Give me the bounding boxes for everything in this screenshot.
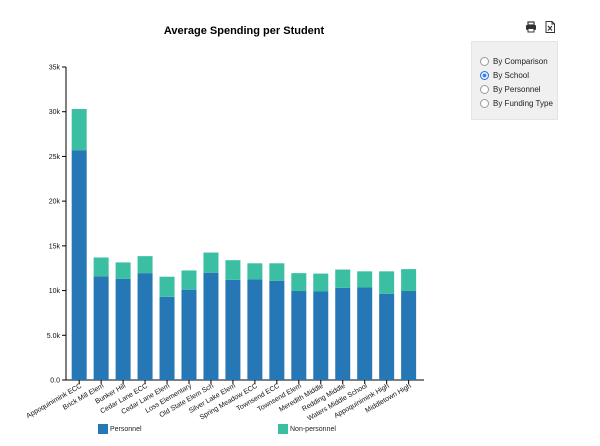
legend-swatch-nonpersonnel (278, 424, 288, 434)
option-by-school[interactable]: By School (480, 68, 557, 82)
y-tick-label: 10k (49, 288, 61, 295)
bar-personnel[interactable] (203, 272, 219, 380)
legend-label: Personnel (110, 425, 142, 433)
bar-nonpersonnel[interactable] (247, 263, 263, 280)
bar-personnel[interactable] (93, 276, 109, 380)
y-tick-label: 0.0 (50, 378, 60, 385)
bar-personnel[interactable] (159, 296, 175, 380)
bar-personnel[interactable] (291, 291, 307, 380)
bar-personnel[interactable] (379, 293, 395, 380)
bar-personnel[interactable] (269, 280, 285, 380)
bar-nonpersonnel[interactable] (291, 273, 307, 292)
option-label: By School (493, 70, 530, 80)
option-by-comparison[interactable]: By Comparison (480, 54, 557, 68)
bar-nonpersonnel[interactable] (269, 263, 285, 281)
bar-personnel[interactable] (181, 289, 197, 380)
bar-nonpersonnel[interactable] (159, 276, 175, 297)
legend-nonpersonnel[interactable]: Non-personnel (278, 424, 336, 434)
option-by-personnel[interactable]: By Personnel (480, 82, 557, 96)
y-tick-label: 30k (49, 109, 61, 116)
legend-personnel[interactable]: Personnel (98, 424, 142, 434)
option-label: By Comparison (493, 56, 548, 66)
y-tick-label: 35k (49, 65, 61, 72)
radio-by-school[interactable] (480, 70, 489, 80)
radio-by-funding-type[interactable] (480, 98, 489, 108)
excel-export-icon (545, 21, 555, 33)
bar-nonpersonnel[interactable] (181, 270, 197, 290)
bar-personnel[interactable] (137, 273, 153, 380)
bar-nonpersonnel[interactable] (203, 252, 219, 273)
bar-personnel[interactable] (313, 291, 329, 380)
y-axis: 0.0 5.0k 10k 15k 20k 25k 30k 35k (47, 65, 424, 385)
bar-personnel[interactable] (225, 279, 241, 380)
bar-personnel[interactable] (71, 150, 87, 380)
y-tick-label: 15k (49, 243, 61, 250)
print-button[interactable] (524, 20, 538, 34)
bar-nonpersonnel[interactable] (357, 271, 373, 288)
legend-swatch-personnel (98, 424, 108, 434)
bar-nonpersonnel[interactable] (225, 260, 241, 280)
option-by-funding-type[interactable]: By Funding Type (480, 96, 557, 110)
bar-nonpersonnel[interactable] (137, 256, 153, 274)
bar-personnel[interactable] (401, 291, 417, 380)
bar-personnel[interactable] (247, 279, 263, 380)
bar-nonpersonnel[interactable] (335, 269, 351, 288)
chart-title: Average Spending per Student (164, 25, 325, 37)
bar-personnel[interactable] (335, 287, 351, 380)
option-label: By Personnel (493, 84, 541, 94)
bar-nonpersonnel[interactable] (115, 262, 131, 279)
bar-nonpersonnel[interactable] (313, 273, 329, 292)
export-excel-button[interactable] (543, 20, 557, 34)
radio-by-personnel[interactable] (480, 84, 489, 94)
bar-nonpersonnel[interactable] (401, 269, 417, 292)
bar-nonpersonnel[interactable] (379, 271, 395, 294)
option-label: By Funding Type (493, 98, 553, 108)
y-tick-label: 25k (49, 154, 61, 161)
bar-nonpersonnel[interactable] (71, 109, 87, 151)
printer-icon (526, 21, 536, 33)
radio-by-comparison[interactable] (480, 56, 489, 66)
y-tick-label: 20k (49, 199, 61, 206)
bar-personnel[interactable] (357, 287, 373, 380)
bars (71, 109, 417, 380)
legend-label: Non-personnel (290, 425, 336, 433)
y-tick-label: 5.0k (47, 333, 61, 340)
bar-nonpersonnel[interactable] (93, 257, 109, 277)
bar-personnel[interactable] (115, 278, 131, 380)
view-options-panel: By Comparison By School By Personnel By … (471, 41, 558, 120)
